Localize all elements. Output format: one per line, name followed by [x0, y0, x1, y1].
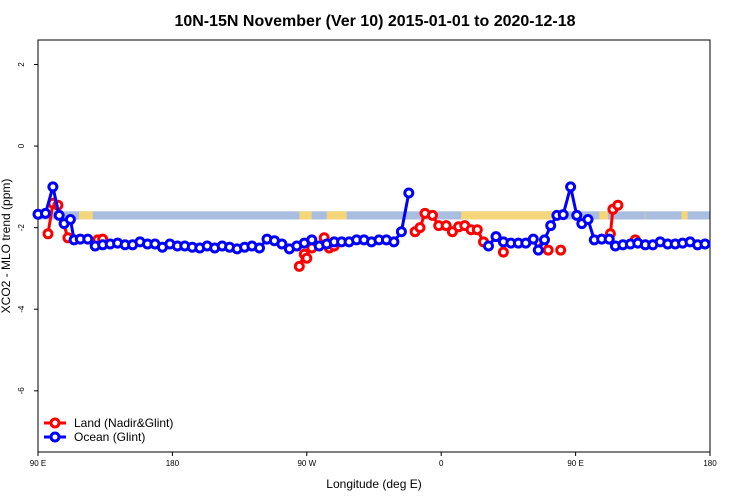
x-tick-label: 0	[439, 459, 444, 468]
data-point	[557, 209, 569, 221]
x-axis: 90 E 180 90 W 0 90 E 180	[30, 452, 717, 468]
data-point	[612, 199, 624, 211]
data-point	[699, 238, 711, 250]
data-point	[539, 234, 550, 246]
series-layer	[32, 181, 711, 272]
data-point	[565, 181, 577, 193]
data-point	[545, 220, 557, 232]
legend: Land (Nadir&Glint) Ocean (Glint)	[44, 416, 173, 444]
data-point	[82, 233, 94, 245]
x-tick-label: 180	[703, 459, 717, 468]
land-band-4	[599, 211, 608, 220]
data-point	[490, 231, 502, 243]
data-point	[555, 244, 567, 256]
data-point	[483, 240, 494, 252]
y-tick-label: -2	[17, 224, 26, 232]
y-tick-label: 0	[17, 143, 26, 148]
data-point	[254, 242, 265, 254]
data-point	[395, 226, 407, 238]
data-point	[427, 209, 438, 221]
data-point	[497, 246, 509, 258]
x-tick-label: 90 E	[30, 459, 46, 468]
data-point	[42, 228, 54, 240]
data-point	[47, 181, 59, 193]
y-axis-label: XCO2 - MLO trend (ppm)	[0, 179, 13, 314]
legend-land-label: Land (Nadir&Glint)	[74, 416, 173, 430]
land-band-0	[79, 211, 93, 220]
data-point	[542, 244, 554, 256]
data-point	[64, 214, 76, 225]
data-point	[603, 233, 615, 245]
series-land	[42, 197, 641, 272]
data-point	[527, 233, 539, 245]
land-band-1	[299, 211, 312, 220]
data-point	[414, 222, 426, 234]
data-point	[293, 260, 305, 272]
chart-title: 10N-15N November (Ver 10) 2015-01-01 to …	[174, 13, 575, 30]
land-band-2	[326, 211, 347, 220]
y-tick-label: -4	[17, 305, 26, 313]
data-point	[440, 220, 452, 232]
data-point	[403, 187, 415, 199]
data-point	[388, 236, 400, 248]
data-point	[301, 252, 313, 264]
data-point	[582, 214, 594, 225]
legend-land-marker	[49, 417, 61, 429]
land-ocean-band	[38, 211, 710, 220]
ocean-band	[38, 211, 710, 220]
legend-ocean-marker	[49, 431, 61, 443]
legend-ocean-label: Ocean (Glint)	[74, 430, 145, 444]
x-tick-label: 90 W	[297, 459, 316, 468]
data-point	[306, 234, 318, 246]
data-point	[471, 224, 483, 236]
x-tick-label: 180	[166, 459, 180, 468]
data-point	[40, 207, 51, 219]
data-point	[276, 238, 288, 250]
land-band-6	[681, 211, 688, 220]
y-tick-label: -6	[17, 387, 26, 395]
data-point	[571, 209, 583, 221]
data-point	[532, 244, 544, 256]
series-ocean	[32, 181, 711, 256]
y-axis: 2 0 -2 -4 -6	[17, 62, 38, 395]
y-tick-label: 2	[17, 62, 26, 67]
x-tick-label: 90 E	[567, 459, 583, 468]
land-band-3	[461, 211, 554, 220]
data-point	[53, 209, 65, 221]
x-axis-label: Longitude (deg E)	[326, 477, 421, 491]
